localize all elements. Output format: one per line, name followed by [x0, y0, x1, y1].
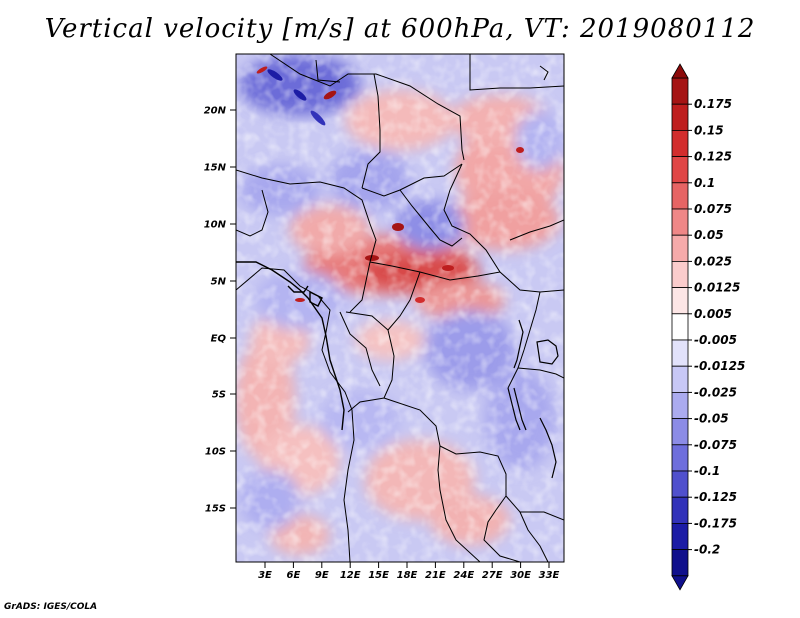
coastline: [236, 261, 345, 431]
lat-label: 15S: [205, 504, 226, 515]
lat-label: 5N: [211, 277, 227, 288]
colorbar-label: 0.0125: [694, 281, 740, 295]
colorbar-swatch: [671, 208, 689, 236]
longitude-axis: 3E 6E 9E 12E 15E 18E 21E 24E 27E 30E 33E: [258, 562, 560, 581]
colorbar-swatch: [671, 182, 689, 210]
colorbar-label: -0.0125: [694, 359, 745, 373]
colorbar-label: 0.005: [694, 307, 732, 321]
colorbar-cap-top: [671, 63, 689, 79]
colorbar-swatch: [671, 313, 689, 341]
colorbar-swatch: [671, 77, 689, 105]
colorbar-swatch: [671, 129, 689, 157]
colorbar-label: -0.025: [694, 385, 737, 399]
lon-label: 12E: [340, 570, 361, 581]
colorbar-label: -0.1: [694, 464, 720, 478]
colorbar-swatch: [671, 339, 689, 367]
map-frame: [235, 53, 565, 563]
colorbar-label: -0.175: [694, 516, 737, 530]
colorbar-label: 0.125: [694, 150, 732, 164]
velocity-field: [236, 54, 564, 562]
lon-label: 27E: [482, 570, 503, 581]
colorbar-swatch: [671, 234, 689, 262]
colorbar-swatch: [671, 444, 689, 472]
figure-title: Vertical velocity [m/s] at 600hPa, VT: 2…: [44, 14, 756, 44]
lon-label: 9E: [315, 570, 329, 581]
lon-label: 6E: [287, 570, 301, 581]
colorbar-label: 0.075: [694, 202, 732, 216]
colorbar-swatch: [671, 260, 689, 288]
lat-label: 10N: [204, 220, 227, 231]
colorbar-label: 0.1: [694, 176, 715, 190]
colorbar-label: -0.125: [694, 490, 737, 504]
lon-label: 21E: [425, 570, 446, 581]
colorbar-label: -0.05: [694, 412, 729, 426]
lon-label: 15E: [368, 570, 389, 581]
lon-label: 3E: [258, 570, 272, 581]
colorbar-label: 0.175: [694, 97, 732, 111]
colorbar-label: 0.025: [694, 254, 732, 268]
lat-label: 15N: [204, 163, 227, 174]
colorbar-swatch: [671, 418, 689, 446]
colorbar-swatch: [671, 103, 689, 131]
colorbar-swatch: [671, 496, 689, 524]
lon-label: 24E: [453, 570, 474, 581]
colorbar-label: -0.005: [694, 333, 737, 347]
colorbar-label: -0.2: [694, 543, 720, 557]
lat-label: 5S: [212, 390, 226, 401]
software-credit: GrADS: IGES/COLA: [4, 602, 98, 612]
colorbar-swatch: [671, 470, 689, 498]
colorbar-label: 0.05: [694, 228, 724, 242]
lat-label: 20N: [204, 106, 227, 117]
country-borders: [236, 54, 564, 562]
colorbar-swatch: [671, 523, 689, 551]
strong-cells: [256, 66, 524, 303]
colorbar-swatch: [671, 549, 689, 577]
latitude-axis: 20N 15N 10N 5N EQ 5S 10S 15S: [204, 106, 236, 515]
colorbar-swatch: [671, 391, 689, 419]
colorbar-label: 0.15: [694, 123, 724, 137]
lat-label: EQ: [211, 334, 227, 345]
colorbar-swatch: [671, 365, 689, 393]
lon-label: 33E: [539, 570, 560, 581]
colorbar: 0.175 0.15 0.125 0.1 0.075 0.05 0.025 0.0125 0.0…: [671, 63, 745, 591]
lat-label: 10S: [205, 447, 226, 458]
colorbar-cap-bottom: [671, 575, 689, 591]
colorbar-swatch: [671, 156, 689, 184]
lakes: [507, 319, 559, 479]
lon-label: 18E: [397, 570, 418, 581]
colorbar-label: -0.075: [694, 438, 737, 452]
colorbar-swatch: [671, 287, 689, 315]
lon-label: 30E: [510, 570, 531, 581]
